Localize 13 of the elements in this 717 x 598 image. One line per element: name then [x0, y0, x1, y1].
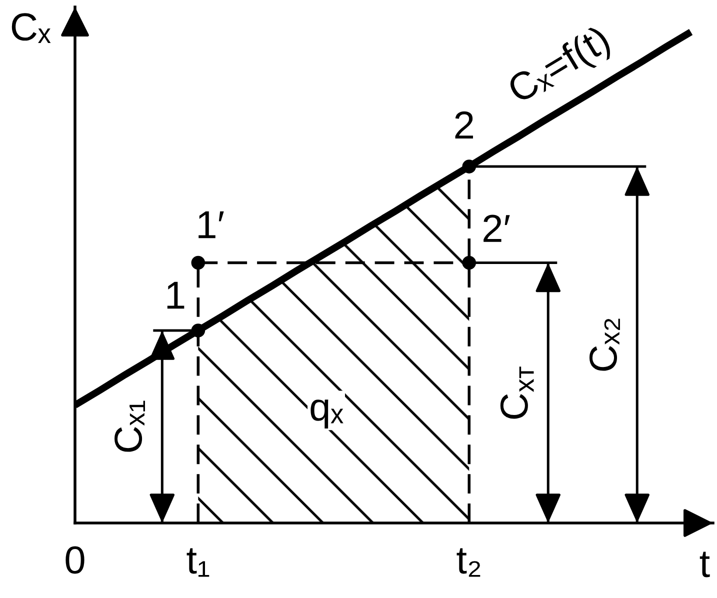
- series-label: qₓ: [310, 400, 344, 429]
- annotation: Cₓ₁: [114, 400, 145, 452]
- x-tick-label: t₁: [186, 548, 210, 577]
- annotation: C$_{xт}$: [500, 366, 534, 419]
- series-label: 1′: [198, 211, 224, 238]
- annotation: Cₓ₂: [589, 318, 620, 371]
- x-axis-title: t: [700, 552, 710, 578]
- series-label: 2: [455, 111, 473, 139]
- series-label: 2′: [484, 214, 510, 242]
- x-tick-label: 0: [66, 546, 84, 574]
- y-axis-title: Cₓ: [12, 13, 51, 44]
- x-tick-label: t₂: [456, 548, 480, 577]
- series-label: 1: [167, 282, 184, 309]
